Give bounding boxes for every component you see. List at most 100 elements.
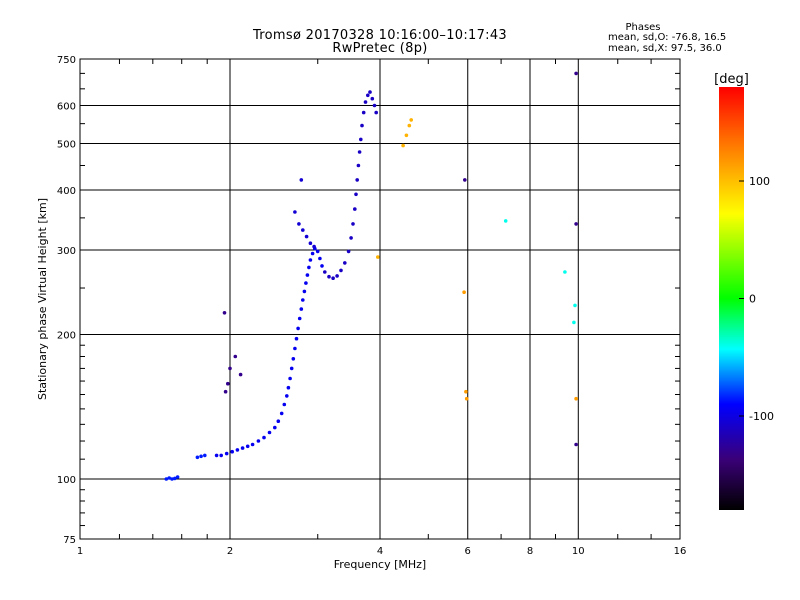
data-point [223, 389, 228, 394]
data-point [170, 477, 174, 481]
y-tick-label: 300 [57, 246, 76, 257]
data-point [315, 249, 320, 254]
data-point [288, 376, 292, 381]
data-point [359, 137, 363, 142]
data-point [219, 453, 223, 458]
y-tick-label: 600 [57, 102, 76, 113]
data-point [353, 207, 357, 211]
data-point [351, 222, 355, 226]
x-tick-labels: 1 2 4 6 8 10 16 [77, 546, 687, 557]
data-point [409, 118, 414, 122]
data-point [372, 103, 377, 108]
data-point [294, 336, 299, 341]
data-point [363, 100, 368, 104]
data-point [354, 192, 358, 197]
x-tick-label: 8 [527, 546, 533, 557]
data-point [238, 372, 243, 377]
data-point [293, 210, 297, 214]
data-point [574, 71, 578, 76]
data-point [173, 476, 177, 481]
data-point [222, 311, 227, 315]
data-point [214, 453, 219, 458]
data-point [304, 234, 309, 239]
data-point [308, 241, 313, 245]
data-point [224, 451, 229, 456]
data-point [503, 219, 508, 223]
data-point [370, 96, 375, 101]
data-point [305, 273, 310, 277]
y-tick-label: 200 [57, 331, 76, 342]
data-point [464, 396, 469, 401]
data-point [273, 425, 277, 430]
y-tick-label: 750 [57, 55, 76, 66]
chart-subtitle: RwPretec (8p) [332, 41, 428, 56]
data-point [343, 261, 347, 265]
data-point [299, 307, 304, 311]
data-points [164, 71, 578, 481]
data-point [262, 435, 266, 440]
data-point [462, 290, 466, 295]
data-point [279, 411, 284, 416]
data-point [407, 123, 412, 128]
data-point [304, 281, 308, 285]
y-tick-labels: 75 100 200 300 400 500 600 750 [57, 55, 76, 546]
data-point [574, 396, 578, 401]
data-point [401, 143, 405, 148]
data-point [310, 251, 315, 256]
data-point [296, 326, 300, 331]
data-point [228, 366, 232, 371]
data-point [327, 274, 331, 279]
data-point [360, 123, 364, 128]
data-point [301, 298, 305, 302]
y-axis-label: Stationary phase Virtual Height [km] [36, 198, 49, 400]
data-point [226, 381, 230, 386]
data-point [574, 442, 578, 447]
y-tick-label: 500 [57, 140, 76, 151]
data-point [293, 346, 297, 351]
data-point [167, 476, 171, 480]
data-point [404, 133, 409, 138]
data-point [368, 90, 372, 94]
data-point [250, 442, 255, 447]
data-point [199, 454, 203, 459]
data-point [357, 150, 362, 154]
data-point [464, 389, 468, 394]
data-point [307, 265, 311, 270]
data-point [355, 178, 360, 182]
data-point [297, 222, 301, 226]
data-point [285, 394, 289, 398]
phase-stats-title: Phases [625, 22, 661, 33]
data-point [233, 354, 238, 359]
data-point [282, 402, 287, 407]
x-tick-label: 2 [227, 546, 233, 557]
data-point [331, 276, 335, 281]
data-point [308, 258, 313, 262]
data-point [346, 249, 351, 254]
chart-title: Tromsø 20170328 10:16:00–10:17:43 [252, 28, 508, 43]
data-point [291, 357, 296, 361]
data-point [195, 455, 200, 460]
data-point [563, 270, 567, 274]
data-point [276, 419, 281, 424]
colorbar-ticks: 100 0 -100 [739, 175, 774, 423]
phase-stats-o: mean, sd,O: -76.8, 16.5 [608, 32, 727, 43]
data-point [463, 178, 467, 182]
data-point [175, 475, 180, 479]
data-point [366, 93, 370, 98]
data-point [323, 270, 327, 274]
y-tick-label: 75 [63, 535, 76, 546]
x-tick-label: 4 [377, 546, 383, 557]
x-tick-label: 1 [77, 546, 83, 557]
colorbar-tick-label: 100 [749, 175, 770, 188]
data-point [245, 444, 250, 449]
data-point [374, 110, 379, 115]
data-point [289, 366, 294, 371]
data-point [301, 228, 305, 232]
data-point [335, 274, 339, 278]
data-point [312, 244, 316, 249]
data-point [302, 289, 307, 294]
x-tick-label: 6 [465, 546, 471, 557]
data-point [256, 439, 261, 443]
